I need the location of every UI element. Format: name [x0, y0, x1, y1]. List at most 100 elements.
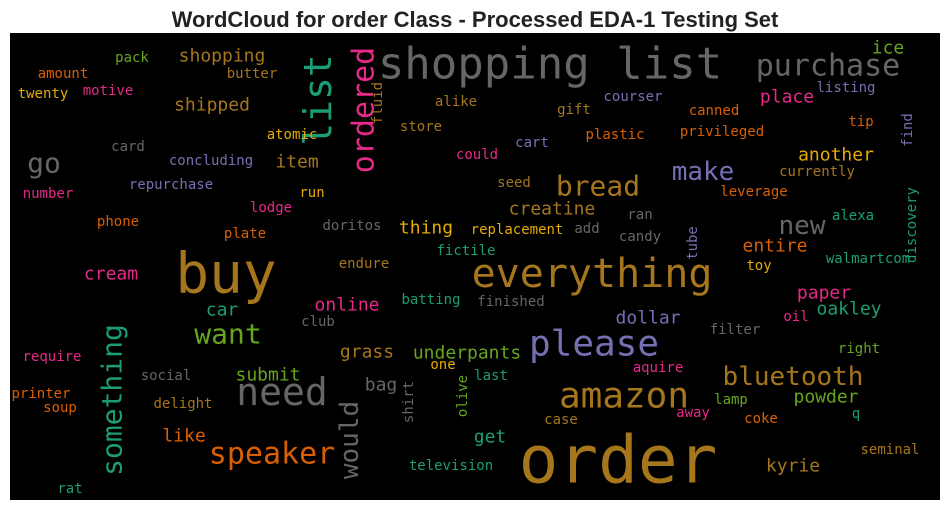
word: printer — [11, 386, 70, 402]
word: speaker — [209, 437, 335, 472]
word: shipped — [174, 95, 250, 116]
word: like — [162, 426, 205, 447]
word: shirt — [401, 381, 417, 423]
word: cart — [515, 135, 549, 151]
word: dollar — [615, 308, 680, 329]
word: purchase — [756, 49, 901, 84]
word: seed — [497, 175, 531, 191]
word: replacement — [471, 222, 564, 238]
word: courser — [603, 89, 662, 105]
word: canned — [689, 103, 740, 119]
word: delight — [153, 396, 212, 412]
word: plate — [224, 226, 266, 242]
word: away — [676, 405, 710, 421]
word: oakley — [816, 299, 881, 320]
word: twenty — [18, 86, 69, 102]
word: shopping — [179, 46, 266, 67]
word: add — [574, 221, 599, 237]
word: soup — [43, 400, 77, 416]
word: run — [299, 185, 324, 201]
word: television — [409, 458, 493, 474]
word: would — [335, 401, 365, 479]
word: online — [314, 295, 379, 316]
word: tip — [848, 114, 873, 130]
word: ran — [627, 207, 652, 223]
word: find — [900, 113, 916, 147]
word: endure — [339, 256, 390, 272]
chart-title: WordCloud for order Class - Processed ED… — [172, 7, 779, 32]
word: club — [301, 314, 335, 330]
word: doritos — [322, 218, 381, 234]
word: everything — [472, 251, 713, 297]
word: alexa — [832, 208, 874, 224]
word: need — [236, 370, 328, 414]
word: number — [23, 186, 74, 202]
word: olive — [455, 375, 471, 417]
word: one — [430, 357, 455, 373]
word: something — [96, 324, 129, 476]
word: ice — [872, 38, 905, 59]
word: creatine — [509, 199, 596, 220]
word: another — [798, 145, 874, 166]
word: alike — [435, 94, 477, 110]
word: cream — [84, 264, 138, 285]
word: paper — [797, 283, 851, 304]
word: please — [529, 324, 659, 365]
word: want — [194, 318, 261, 351]
word: discovery — [904, 187, 920, 263]
word: finished — [477, 294, 544, 310]
word: amount — [38, 66, 89, 82]
word: underpants — [413, 343, 521, 364]
word: repurchase — [129, 177, 213, 193]
word: aquire — [633, 360, 684, 376]
word: powder — [793, 387, 858, 408]
word: motive — [83, 83, 134, 99]
word: q — [852, 406, 860, 422]
word: amazon — [559, 376, 689, 417]
cloud-background — [10, 33, 940, 500]
word: listing — [816, 80, 875, 96]
word: plastic — [585, 127, 644, 143]
word: could — [456, 147, 498, 163]
word: right — [838, 341, 880, 357]
word: leverage — [720, 184, 787, 200]
word: pack — [115, 50, 149, 66]
word: bluetooth — [723, 362, 864, 392]
word: store — [400, 119, 442, 135]
word: item — [275, 152, 318, 173]
word: order — [519, 422, 718, 499]
word: grass — [340, 342, 394, 363]
word: social — [141, 368, 192, 384]
word: gift — [557, 102, 591, 118]
word: walmartcom — [826, 251, 910, 267]
word: require — [22, 349, 81, 365]
word: butter — [227, 66, 278, 82]
word: fluid — [370, 82, 386, 124]
word: list — [296, 54, 340, 146]
word: bread — [556, 170, 640, 203]
word: toy — [746, 258, 771, 274]
word: make — [672, 157, 735, 187]
word: rat — [57, 481, 82, 497]
word: thing — [399, 218, 453, 239]
word: privileged — [680, 124, 764, 140]
word: get — [474, 427, 507, 448]
word: place — [760, 87, 814, 108]
word: concluding — [169, 153, 253, 169]
word: candy — [619, 229, 661, 245]
word: filter — [710, 322, 761, 338]
word: atomic — [267, 127, 318, 143]
word: buy — [175, 242, 276, 307]
word: tube — [685, 226, 701, 260]
word: batting — [401, 292, 460, 308]
word: fictile — [436, 243, 495, 259]
word: bag — [365, 375, 398, 396]
word: oil — [783, 309, 808, 325]
word: currently — [779, 164, 855, 180]
word: seminal — [860, 442, 919, 458]
word: phone — [97, 214, 139, 230]
word: car — [206, 300, 239, 321]
word: entire — [742, 236, 807, 257]
